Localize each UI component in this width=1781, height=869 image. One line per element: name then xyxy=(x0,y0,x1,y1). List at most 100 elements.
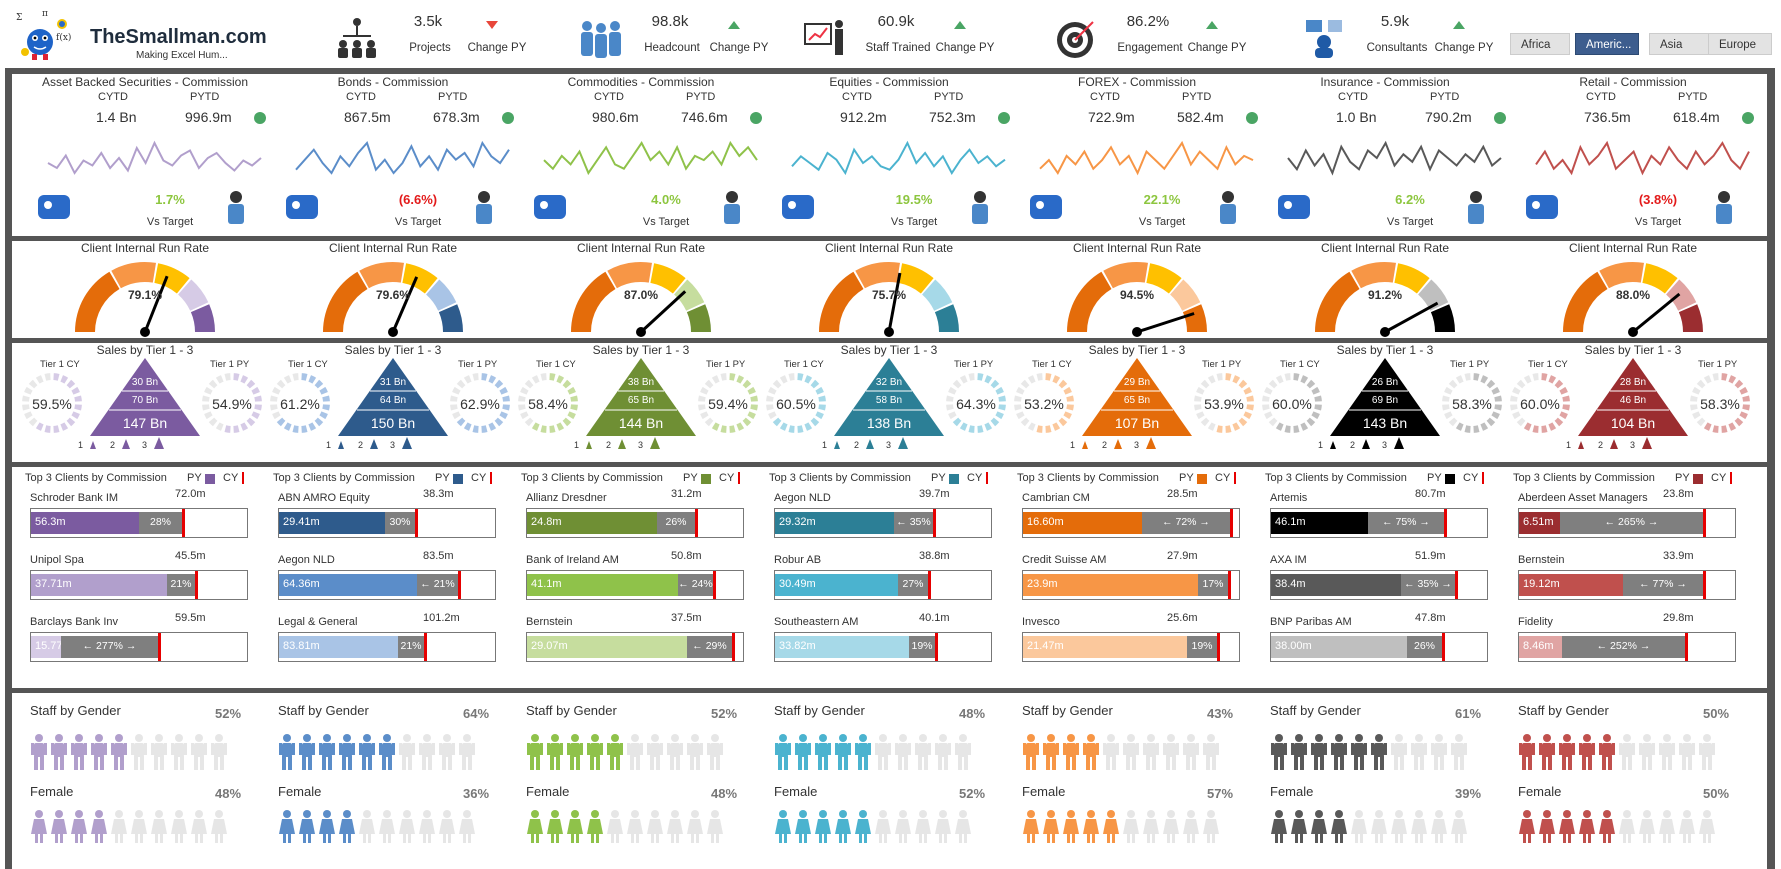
male-person-icon xyxy=(587,734,603,770)
staff-gender-pictogram xyxy=(1271,734,1467,843)
female-person-icon xyxy=(1123,810,1139,843)
male-person-icon xyxy=(667,734,683,770)
female-person-icon xyxy=(815,810,831,843)
male-person-icon xyxy=(299,734,315,770)
female-person-icon xyxy=(339,810,355,843)
client-gap-bar xyxy=(139,512,182,534)
female-person-icon xyxy=(31,810,47,843)
phone-money-icon xyxy=(782,195,814,219)
tier-legend-label: 3 xyxy=(142,440,147,450)
tier1-cy-donut xyxy=(1262,373,1322,433)
client-bar-fill xyxy=(527,636,687,658)
donut-segment xyxy=(1243,411,1252,420)
tier-pyramid xyxy=(586,358,696,436)
region-button-europe[interactable]: Europe xyxy=(1708,33,1772,55)
female-person-icon xyxy=(51,810,67,843)
tier-legend-marker xyxy=(90,441,96,449)
male-person-icon xyxy=(955,734,971,770)
vs-target-value: 22.1% xyxy=(1143,192,1181,207)
female-label: Female xyxy=(278,784,322,799)
staff-gender-title: Staff by Gender xyxy=(1518,703,1609,718)
donut-segment xyxy=(74,404,82,411)
client-gap-bar xyxy=(398,636,424,658)
client-bar-fill xyxy=(1271,636,1407,658)
status-dot-icon xyxy=(254,112,266,124)
donut-segment xyxy=(766,404,774,411)
tier1-value: 31 Bn xyxy=(379,377,407,388)
top3-title: Top 3 Clients by Commission xyxy=(25,472,167,484)
donut-segment xyxy=(1014,404,1022,411)
gauge-band xyxy=(855,262,900,289)
vs-target-label: Vs Target xyxy=(890,216,938,228)
gauge-hub xyxy=(140,327,150,337)
female-label: Female xyxy=(30,784,74,799)
tier1-py-value: 58.3% xyxy=(1700,396,1740,412)
vs-target-value: (6.6%) xyxy=(398,192,438,207)
client-pct-change: ← 77% → xyxy=(1639,578,1687,590)
client-target-value: 28.5m xyxy=(1167,488,1198,500)
donut-segment xyxy=(1262,404,1270,411)
donut-segment xyxy=(1739,411,1748,420)
gauge-band xyxy=(74,271,120,332)
client-target-value: 101.2m xyxy=(423,612,460,624)
female-person-icon xyxy=(1579,810,1595,843)
donut-segment xyxy=(984,422,993,431)
male-person-icon xyxy=(191,734,207,770)
donut-segment xyxy=(1045,373,1052,381)
target-icon xyxy=(1057,21,1094,58)
tier-legend-label: 2 xyxy=(1350,440,1355,450)
male-person-icon xyxy=(915,734,931,770)
pytd-value: 996.9m xyxy=(185,109,232,125)
kpi-value: 86.2% xyxy=(1126,13,1170,30)
donut-segment xyxy=(319,411,328,420)
donut-segment xyxy=(35,422,44,431)
female-person-icon xyxy=(419,810,435,843)
kpi-value: 60.9k xyxy=(877,13,915,30)
region-button-asia[interactable]: Asia xyxy=(1649,33,1713,55)
donut-segment xyxy=(698,395,706,402)
tier1-py-label: Tier 1 PY xyxy=(706,359,746,370)
region-button-americ[interactable]: Americ... xyxy=(1575,33,1639,55)
donut-segment xyxy=(1448,379,1458,389)
client-name: AXA IM xyxy=(1270,554,1307,566)
client-target-marker xyxy=(458,571,461,599)
male-person-icon xyxy=(935,734,951,770)
staff-gender-title: Staff by Gender xyxy=(278,703,369,718)
client-bar-fill xyxy=(775,636,909,658)
donut-segment xyxy=(1020,379,1030,389)
run-rate-value: 87.0% xyxy=(623,288,659,302)
legend-py-swatch xyxy=(1693,474,1703,484)
client-bar: 23.9m 17% xyxy=(1022,570,1240,600)
staff-gender-title: Staff by Gender xyxy=(30,703,121,718)
sparkline-series xyxy=(1039,140,1254,176)
staff-gender-pictogram xyxy=(1023,734,1219,843)
kpi-change-label: Change PY xyxy=(1187,42,1247,54)
run-rate-gauge xyxy=(323,262,463,337)
donut-segment xyxy=(729,425,736,433)
gauge-band xyxy=(674,279,705,311)
male-pct-value: 64% xyxy=(463,706,490,721)
gauge-band xyxy=(1351,262,1396,289)
tier2-value: 65 Bn xyxy=(627,395,655,406)
tier-legend-marker xyxy=(650,437,660,449)
donut-segment xyxy=(1314,395,1322,402)
client-pct-change: ← 265% → xyxy=(1604,516,1659,528)
region-button-africa[interactable]: Africa xyxy=(1510,33,1570,55)
pytd-value: 678.3m xyxy=(433,109,480,125)
donut-segment xyxy=(1523,422,1532,431)
status-dot-icon xyxy=(1494,112,1506,124)
male-person-icon xyxy=(527,734,543,770)
tier1-cy-label: Tier 1 CY xyxy=(288,359,328,370)
tier1-cy-value: 59.5% xyxy=(32,396,72,412)
donut-segment xyxy=(1306,379,1316,389)
donut-segment xyxy=(74,395,82,402)
tier1-py-value: 59.4% xyxy=(708,396,748,412)
gauge-band xyxy=(1599,262,1644,289)
female-person-icon xyxy=(935,810,951,843)
pytd-value: 618.4m xyxy=(1673,109,1720,125)
donut-segment xyxy=(1532,425,1539,433)
male-person-icon xyxy=(1391,734,1407,770)
client-name: Invesco xyxy=(1022,616,1060,628)
vs-target-value: (3.8%) xyxy=(1638,192,1678,207)
client-name: Schroder Bank IM xyxy=(30,492,119,504)
